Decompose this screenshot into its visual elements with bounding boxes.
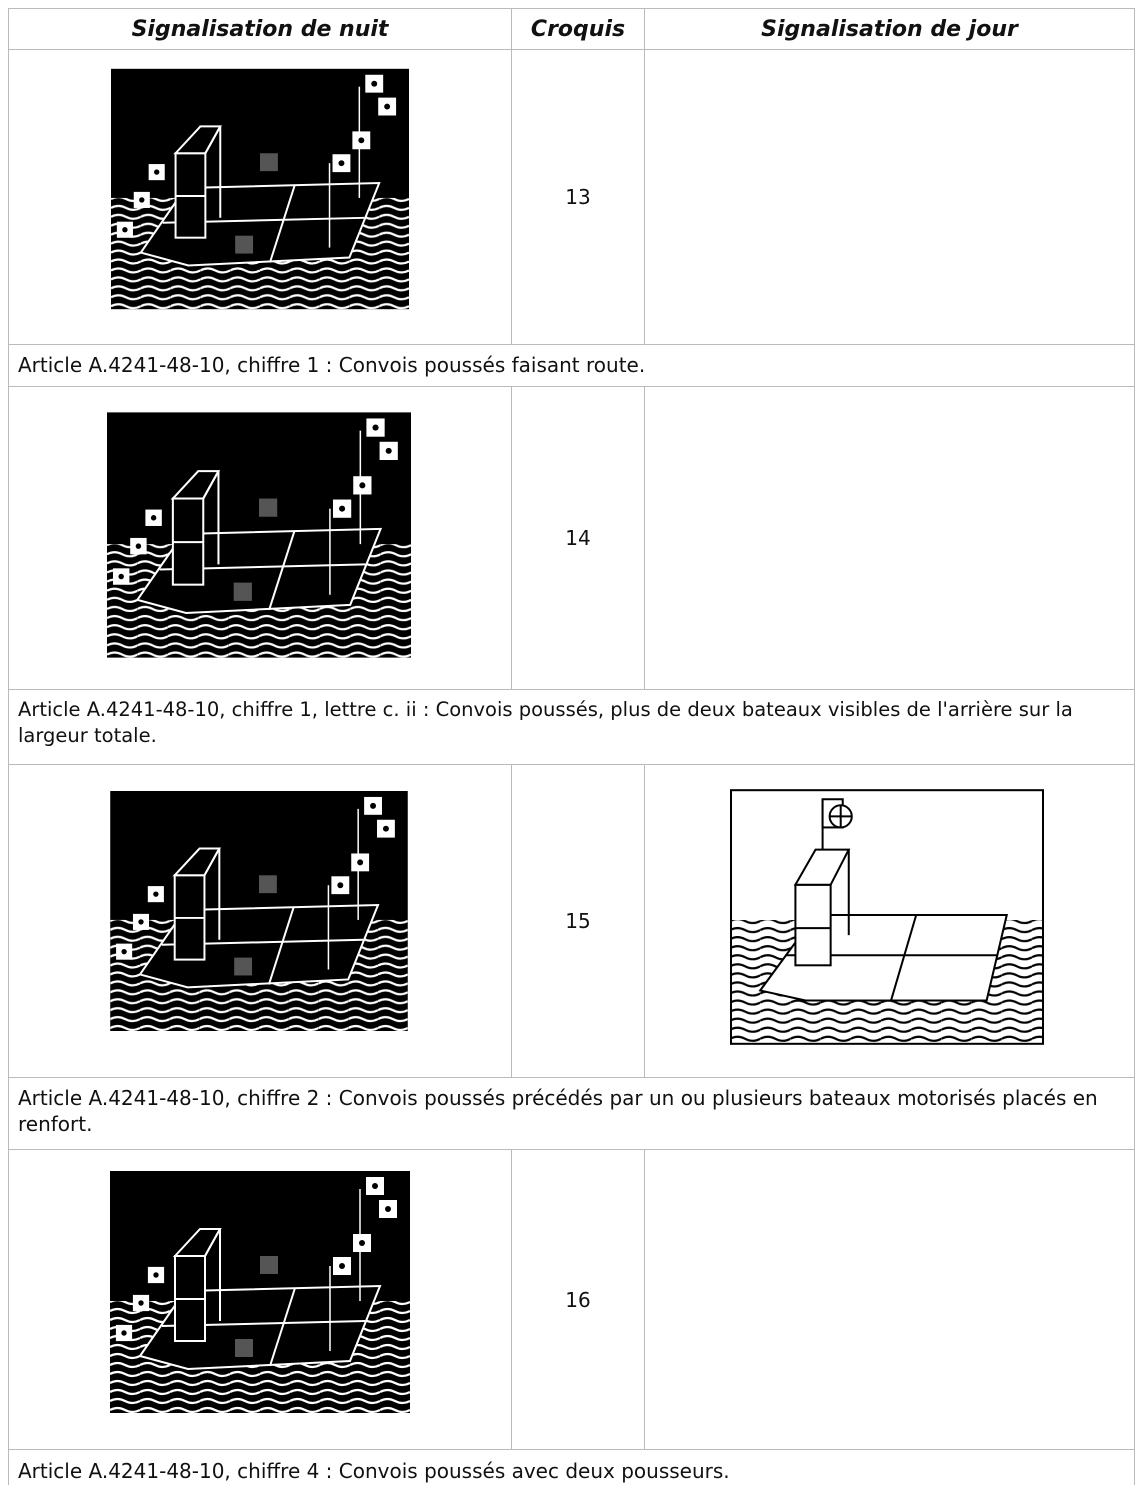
croquis-number: 15 [512,765,645,1078]
night-illustration [107,411,411,659]
header-cell: Signalisation de jour [645,8,1135,50]
croquis-number: 16 [512,1150,645,1450]
night-illustration [110,1168,410,1416]
caption: Article A.4241-48-10, chiffre 4 : Convoi… [8,1450,1135,1485]
caption: Article A.4241-48-10, chiffre 1, lettre … [8,690,1135,765]
croquis-number: 13 [512,50,645,345]
day-cell [645,1150,1135,1450]
night-cell [8,387,512,690]
day-cell [645,765,1135,1078]
day-cell [645,387,1135,690]
night-cell [8,1150,512,1450]
header-cell: Croquis [512,8,645,50]
night-illustration [111,68,409,310]
caption: Article A.4241-48-10, chiffre 2 : Convoi… [8,1078,1135,1150]
day-cell [645,50,1135,345]
night-cell [8,50,512,345]
caption: Article A.4241-48-10, chiffre 1 : Convoi… [8,345,1135,387]
header-cell: Signalisation de nuit [8,8,512,50]
croquis-number: 14 [512,387,645,690]
night-cell [8,765,512,1078]
night-illustration [108,791,410,1031]
day-illustration [730,789,1044,1045]
